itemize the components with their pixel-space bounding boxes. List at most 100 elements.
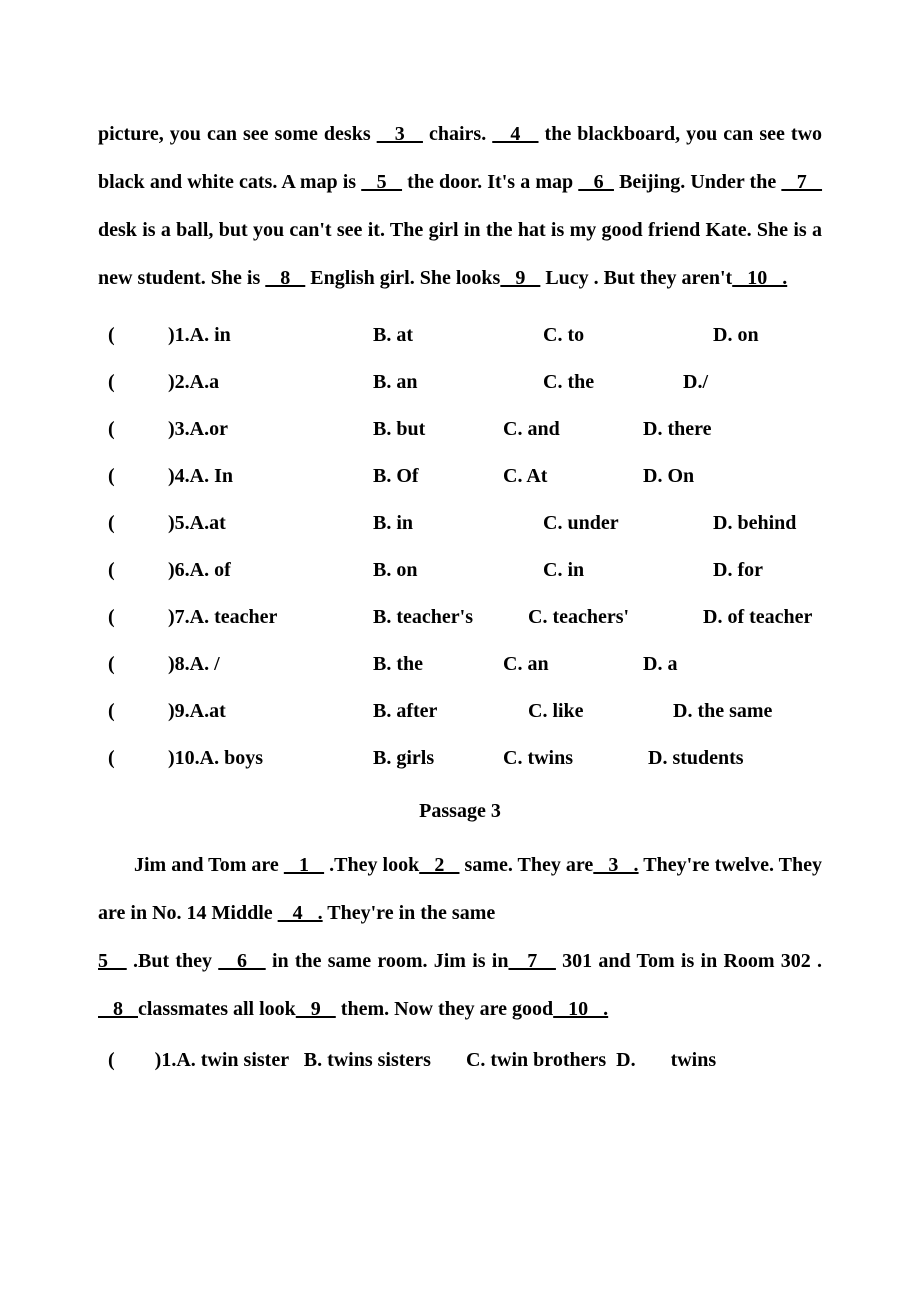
text: in the same room. Jim is in: [266, 950, 509, 972]
option-b: B. an: [373, 359, 543, 406]
document-page: picture, you can see some desks 3 chairs…: [0, 0, 920, 1300]
text: Beijing. Under the: [619, 171, 781, 193]
option-a: )7.A. teacher: [168, 594, 373, 641]
option-d: D. students: [648, 735, 822, 782]
option-d: D. behind: [713, 500, 822, 547]
option-b: B. teacher's: [373, 594, 528, 641]
blank-4b[interactable]: 4 .: [278, 902, 323, 924]
blank-10b[interactable]: 10 .: [553, 998, 608, 1020]
option-d: D. a: [643, 641, 822, 688]
option-b: B. after: [373, 688, 528, 735]
answer-paren[interactable]: (: [108, 406, 168, 453]
blank-8[interactable]: 8: [265, 267, 305, 289]
blank-8b[interactable]: 8: [98, 998, 138, 1020]
passage-2-options: ( )1.A. in B. at C. to D. on ( )2.A.a B.…: [98, 312, 822, 782]
option-c: C. under: [543, 500, 713, 547]
text: Lucy . But they aren't: [540, 267, 732, 289]
option-b: B. Of: [373, 453, 503, 500]
answer-paren[interactable]: (: [108, 594, 168, 641]
option-d: D. on: [713, 312, 822, 359]
text: English girl.: [305, 267, 414, 289]
answer-paren[interactable]: (: [108, 359, 168, 406]
option-a: )3.A.or: [168, 406, 373, 453]
option-row-1: ( )1.A. in B. at C. to D. on: [108, 312, 822, 359]
text: classmates all look: [138, 998, 296, 1020]
answer-paren[interactable]: (: [108, 453, 168, 500]
blank-9b[interactable]: 9: [296, 998, 336, 1020]
blank-5b[interactable]: 5: [98, 950, 127, 972]
option-c: C. teachers': [528, 594, 703, 641]
passage-2-text: picture, you can see some desks 3 chairs…: [98, 110, 822, 302]
option-row-8: ( )8.A. / B. the C. an D. a: [108, 641, 822, 688]
text: .They look: [324, 854, 419, 876]
passage-3-text: Jim and Tom are 1 .They look 2 same. The…: [98, 841, 822, 937]
option-row-6: ( )6.A. of B. on C. in D. for: [108, 547, 822, 594]
option-row-3: ( )3.A.or B. but C. and D. there: [108, 406, 822, 453]
option-c: C. in: [543, 547, 713, 594]
option-c: C. twins: [503, 735, 648, 782]
option-c: C. the: [543, 359, 683, 406]
blank-3b[interactable]: 3 .: [593, 854, 638, 876]
option-row-7: ( )7.A. teacher B. teacher's C. teachers…: [108, 594, 822, 641]
blank-1[interactable]: 1: [284, 854, 324, 876]
blank-5[interactable]: 5: [361, 171, 402, 193]
option-row-2: ( )2.A.a B. an C. the D./: [108, 359, 822, 406]
blank-4[interactable]: 4: [492, 123, 538, 145]
option-c: C. At: [503, 453, 643, 500]
blank-9[interactable]: 9: [500, 267, 540, 289]
answer-paren[interactable]: (: [108, 688, 168, 735]
passage-3-title: Passage 3: [98, 800, 822, 823]
text: them. Now they are good: [336, 998, 553, 1020]
blank-7b[interactable]: 7: [508, 950, 555, 972]
text: the door. It's a map: [402, 171, 578, 193]
option-d: D. of teacher: [703, 594, 822, 641]
option-b: B. at: [373, 312, 543, 359]
option-a: )1.A. in: [168, 312, 373, 359]
text: picture, you can see some desks: [98, 123, 377, 145]
text: desk is a ball, but you can't see it. Th…: [98, 219, 513, 241]
blank-6[interactable]: 6: [578, 171, 614, 193]
blank-7[interactable]: 7: [781, 171, 822, 193]
option-b: B. in: [373, 500, 543, 547]
blank-6b[interactable]: 6: [218, 950, 265, 972]
blank-10[interactable]: 10 .: [732, 267, 787, 289]
blank-2[interactable]: 2: [419, 854, 459, 876]
text: She looks: [420, 267, 501, 289]
text: chairs.: [423, 123, 492, 145]
text: They're in the same: [323, 902, 496, 924]
option-a: )9.A.at: [168, 688, 373, 735]
option-b: B. girls: [373, 735, 503, 782]
option-a: )6.A. of: [168, 547, 373, 594]
option-row-5: ( )5.A.at B. in C. under D. behind: [108, 500, 822, 547]
answer-paren[interactable]: (: [108, 312, 168, 359]
option-a: )2.A.a: [168, 359, 373, 406]
option-b: B. but: [373, 406, 503, 453]
option-c: C. like: [528, 688, 673, 735]
option-a: )4.A. In: [168, 453, 373, 500]
text: Jim and Tom are: [134, 854, 284, 876]
text: Room 302 .: [723, 950, 822, 972]
option-a: )10.A. boys: [168, 735, 373, 782]
option-text: ( )1.A. twin sister B. twins sisters C. …: [108, 1049, 716, 1071]
answer-paren[interactable]: (: [108, 641, 168, 688]
option-b: B. the: [373, 641, 503, 688]
option-c: C. an: [503, 641, 643, 688]
option-d: D. On: [643, 453, 822, 500]
text: the blackboard, you: [539, 123, 718, 145]
option-row-4: ( )4.A. In B. Of C. At D. On: [108, 453, 822, 500]
text: 301 and Tom is in: [556, 950, 717, 972]
option-c: C. and: [503, 406, 643, 453]
blank-3[interactable]: 3: [377, 123, 423, 145]
answer-paren[interactable]: (: [108, 500, 168, 547]
option-row-10: ( )10.A. boys B. girls C. twins D. stude…: [108, 735, 822, 782]
text: same. They are: [459, 854, 593, 876]
answer-paren[interactable]: (: [108, 735, 168, 782]
passage-3-option-1: ( )1.A. twin sister B. twins sisters C. …: [98, 1037, 822, 1084]
option-d: D. for: [713, 547, 822, 594]
option-b: B. on: [373, 547, 543, 594]
option-c: C. to: [543, 312, 713, 359]
option-d: D./: [683, 359, 822, 406]
answer-paren[interactable]: (: [108, 547, 168, 594]
option-a: )8.A. /: [168, 641, 373, 688]
passage-3-text-cont: 5 .But they 6 in the same room. Jim is i…: [98, 937, 822, 1033]
